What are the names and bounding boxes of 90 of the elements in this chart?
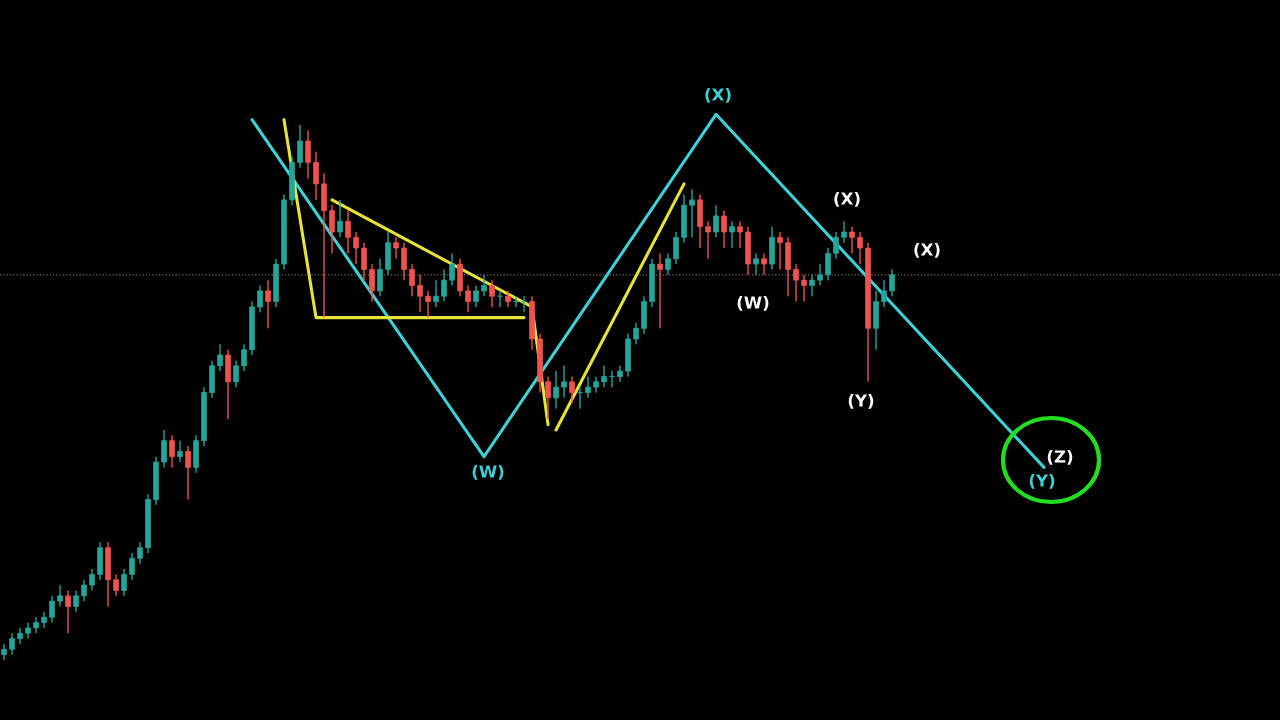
- candlestick: [521, 295, 527, 313]
- candlestick: [705, 220, 711, 260]
- candlestick: [441, 268, 447, 303]
- candlestick: [721, 209, 727, 249]
- candlestick: [345, 209, 351, 255]
- candlestick: [577, 386, 583, 410]
- candlestick: [241, 343, 247, 372]
- candlestick: [489, 279, 495, 308]
- candlestick: [689, 188, 695, 239]
- annotation: (Y): [1029, 473, 1055, 489]
- candlestick: [313, 151, 319, 201]
- candlestick: [49, 595, 55, 624]
- candlestick: [729, 220, 735, 249]
- annotation: (Z): [1047, 449, 1073, 465]
- annotation: (Y): [848, 393, 874, 409]
- annotation: (W): [472, 464, 504, 480]
- candlestick: [777, 231, 783, 271]
- candlestick: [633, 322, 639, 346]
- candlestick: [889, 268, 895, 297]
- candlestick: [841, 220, 847, 244]
- candlestick: [753, 252, 759, 276]
- candlestick: [121, 568, 127, 597]
- candlestick: [217, 343, 223, 372]
- candlestick: [553, 370, 559, 410]
- candlestick: [337, 199, 343, 239]
- candlestick: [57, 584, 63, 608]
- candlestick: [417, 274, 423, 313]
- candlestick: [833, 231, 839, 260]
- candlestick: [17, 627, 23, 645]
- candlestick: [369, 263, 375, 303]
- candlestick: [257, 284, 263, 313]
- candlestick: [561, 365, 567, 399]
- candlestick: [9, 632, 15, 656]
- candlestick: [761, 252, 767, 276]
- candlestick: [129, 552, 135, 581]
- candlestick: [601, 365, 607, 388]
- candlestick: [809, 274, 815, 297]
- annotation: (X): [914, 242, 940, 258]
- candlestick: [353, 231, 359, 265]
- candlestick: [409, 263, 415, 297]
- candlestick: [801, 274, 807, 303]
- candlestick: [41, 611, 47, 629]
- candlestick: [65, 589, 71, 634]
- candlestick: [81, 579, 87, 602]
- candlestick: [425, 290, 431, 319]
- candlestick: [377, 258, 383, 297]
- candlestick: [73, 589, 79, 613]
- candlestick: [113, 573, 119, 597]
- candlestick: [1, 643, 7, 661]
- candlestick: [233, 359, 239, 388]
- candlestick: [849, 225, 855, 255]
- candlestick: [185, 445, 191, 501]
- candlestick: [305, 129, 311, 180]
- candlestick: [433, 279, 439, 308]
- candlestick: [401, 241, 407, 281]
- candlestick: [585, 375, 591, 399]
- candlestick: [857, 231, 863, 265]
- candlestick: [137, 541, 143, 565]
- candlestick: [505, 290, 511, 308]
- candlestick: [609, 370, 615, 388]
- candlestick: [481, 274, 487, 297]
- candlestick: [737, 220, 743, 249]
- candlestick: [657, 252, 663, 329]
- candlestick: [473, 284, 479, 308]
- candlestick: [465, 284, 471, 313]
- candlestick: [665, 252, 671, 276]
- candlestick: [393, 236, 399, 260]
- annotation: (X): [834, 191, 860, 207]
- candlestick: [361, 241, 367, 281]
- candlestick: [89, 568, 95, 592]
- candlestick: [817, 263, 823, 287]
- candlestick: [825, 247, 831, 281]
- candlestick: [169, 434, 175, 469]
- candlestick: [673, 231, 679, 265]
- candlestick: [713, 204, 719, 239]
- candlestick: [513, 295, 519, 308]
- candlestick: [329, 204, 335, 255]
- candlestick: [545, 375, 551, 420]
- candlestick: [881, 279, 887, 308]
- annotation: (W): [737, 295, 769, 311]
- candlestick: [265, 279, 271, 329]
- candlestick: [449, 252, 455, 287]
- candlestick: [497, 290, 503, 308]
- candlestick: [297, 124, 303, 169]
- candlestick: [161, 429, 167, 469]
- candlestick: [569, 375, 575, 404]
- text: (X): [705, 87, 731, 103]
- candlestick: [177, 439, 183, 463]
- candlestick: [593, 375, 599, 394]
- candlestick: [793, 263, 799, 303]
